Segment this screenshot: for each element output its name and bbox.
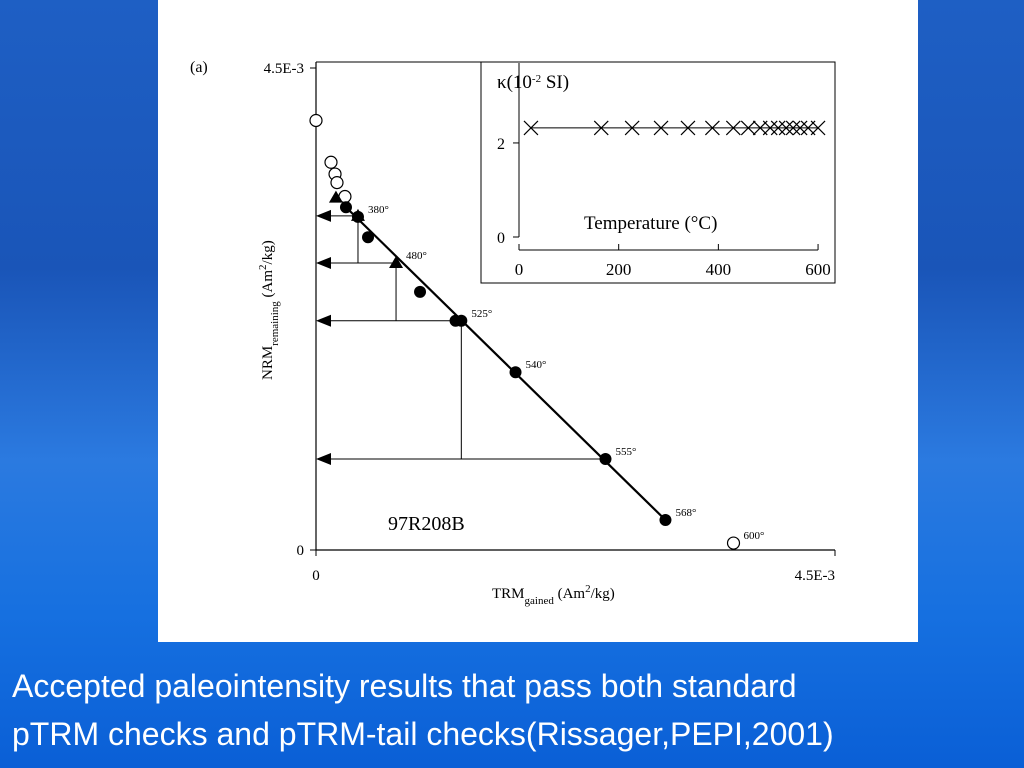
inset-cross (762, 120, 778, 136)
open-point (726, 536, 741, 550)
inset-cross (680, 120, 696, 136)
y-axis-label-part: NRM (260, 346, 276, 380)
y-tick-label: 0 (297, 543, 305, 559)
inset-y-tick-label: 0 (497, 230, 505, 247)
filled-point (362, 231, 375, 244)
inset-cross (593, 120, 609, 136)
temperature-label: 480° (406, 250, 427, 262)
inset-x-tick-label: 600 (805, 260, 831, 279)
x-axis-label: TRMgained (Am2/kg) (492, 583, 615, 607)
inset-cross (810, 120, 826, 136)
x-axis-label-part: TRM (492, 586, 525, 602)
x-axis-label-part: 2 (585, 583, 591, 595)
inset-cross (740, 120, 756, 136)
tail-check-arrowhead (316, 256, 331, 269)
inset-cross (778, 120, 794, 136)
inset-y-tick-label: 2 (497, 136, 505, 153)
y-axis-label-part: 2 (257, 264, 269, 270)
inset-cross (770, 120, 786, 136)
inset-x-axis-label: Temperature (°C) (584, 213, 717, 234)
open-point (324, 155, 338, 169)
temperature-label: 540° (526, 359, 547, 371)
inset-title-part: κ(10 (497, 72, 532, 93)
inset-cross (653, 120, 669, 136)
ptrm-check-point (389, 255, 404, 268)
inset-cross (792, 120, 808, 136)
inset-title: κ(10-2 SI) (497, 72, 569, 93)
filled-point (599, 452, 612, 465)
inset-title-part: -2 (532, 73, 541, 85)
filled-point (659, 514, 672, 527)
filled-point (455, 314, 468, 327)
inset-cross (704, 120, 720, 136)
caption-line: Accepted paleointensity results that pas… (12, 668, 797, 704)
caption-line: pTRM checks and pTRM-tail checks(Rissage… (12, 716, 834, 752)
fit-line (345, 206, 667, 521)
inset-title-part: SI) (541, 72, 569, 93)
open-point (330, 176, 344, 190)
inset-x-tick-label: 0 (515, 260, 524, 279)
open-point (309, 113, 323, 128)
filled-point (509, 366, 522, 379)
y-axis-label-part: remaining (269, 301, 281, 346)
filled-point (339, 201, 352, 214)
x-tick-label: 4.5E-3 (795, 568, 835, 584)
filled-point (351, 210, 364, 223)
x-axis-label-part: /kg) (591, 586, 615, 602)
inset-frame (480, 61, 836, 284)
inset-cross (785, 120, 801, 136)
tail-check-arrowhead (316, 452, 331, 465)
x-tick-label: 0 (312, 568, 320, 584)
tail-check-arrowhead (316, 314, 331, 327)
temperature-label: 380° (368, 204, 389, 216)
inset-x-tick-label: 200 (606, 260, 632, 279)
x-axis-label-part: (Am (554, 586, 586, 602)
temperature-label: 525° (471, 308, 492, 320)
annotation: 97R208B (388, 513, 465, 535)
inset-cross (523, 120, 539, 136)
y-axis-label: NRMremaining (Am2/kg) (257, 240, 281, 380)
y-axis-label-part: /kg) (260, 240, 276, 264)
tail-check-arrowhead (316, 209, 331, 222)
x-axis-label-part: gained (525, 595, 555, 607)
filled-point (414, 285, 427, 298)
panel-label: (a) (190, 59, 208, 76)
temperature-label: 600° (744, 530, 765, 542)
y-axis-label-part: (Am (260, 270, 276, 302)
inset-cross (725, 120, 741, 136)
y-tick-label: 4.5E-3 (264, 61, 304, 77)
ptrm-check-point (328, 190, 343, 203)
temperature-label: 555° (615, 446, 636, 458)
inset-cross (624, 120, 640, 136)
temperature-label: 568° (675, 507, 696, 519)
inset-x-tick-label: 400 (706, 260, 732, 279)
